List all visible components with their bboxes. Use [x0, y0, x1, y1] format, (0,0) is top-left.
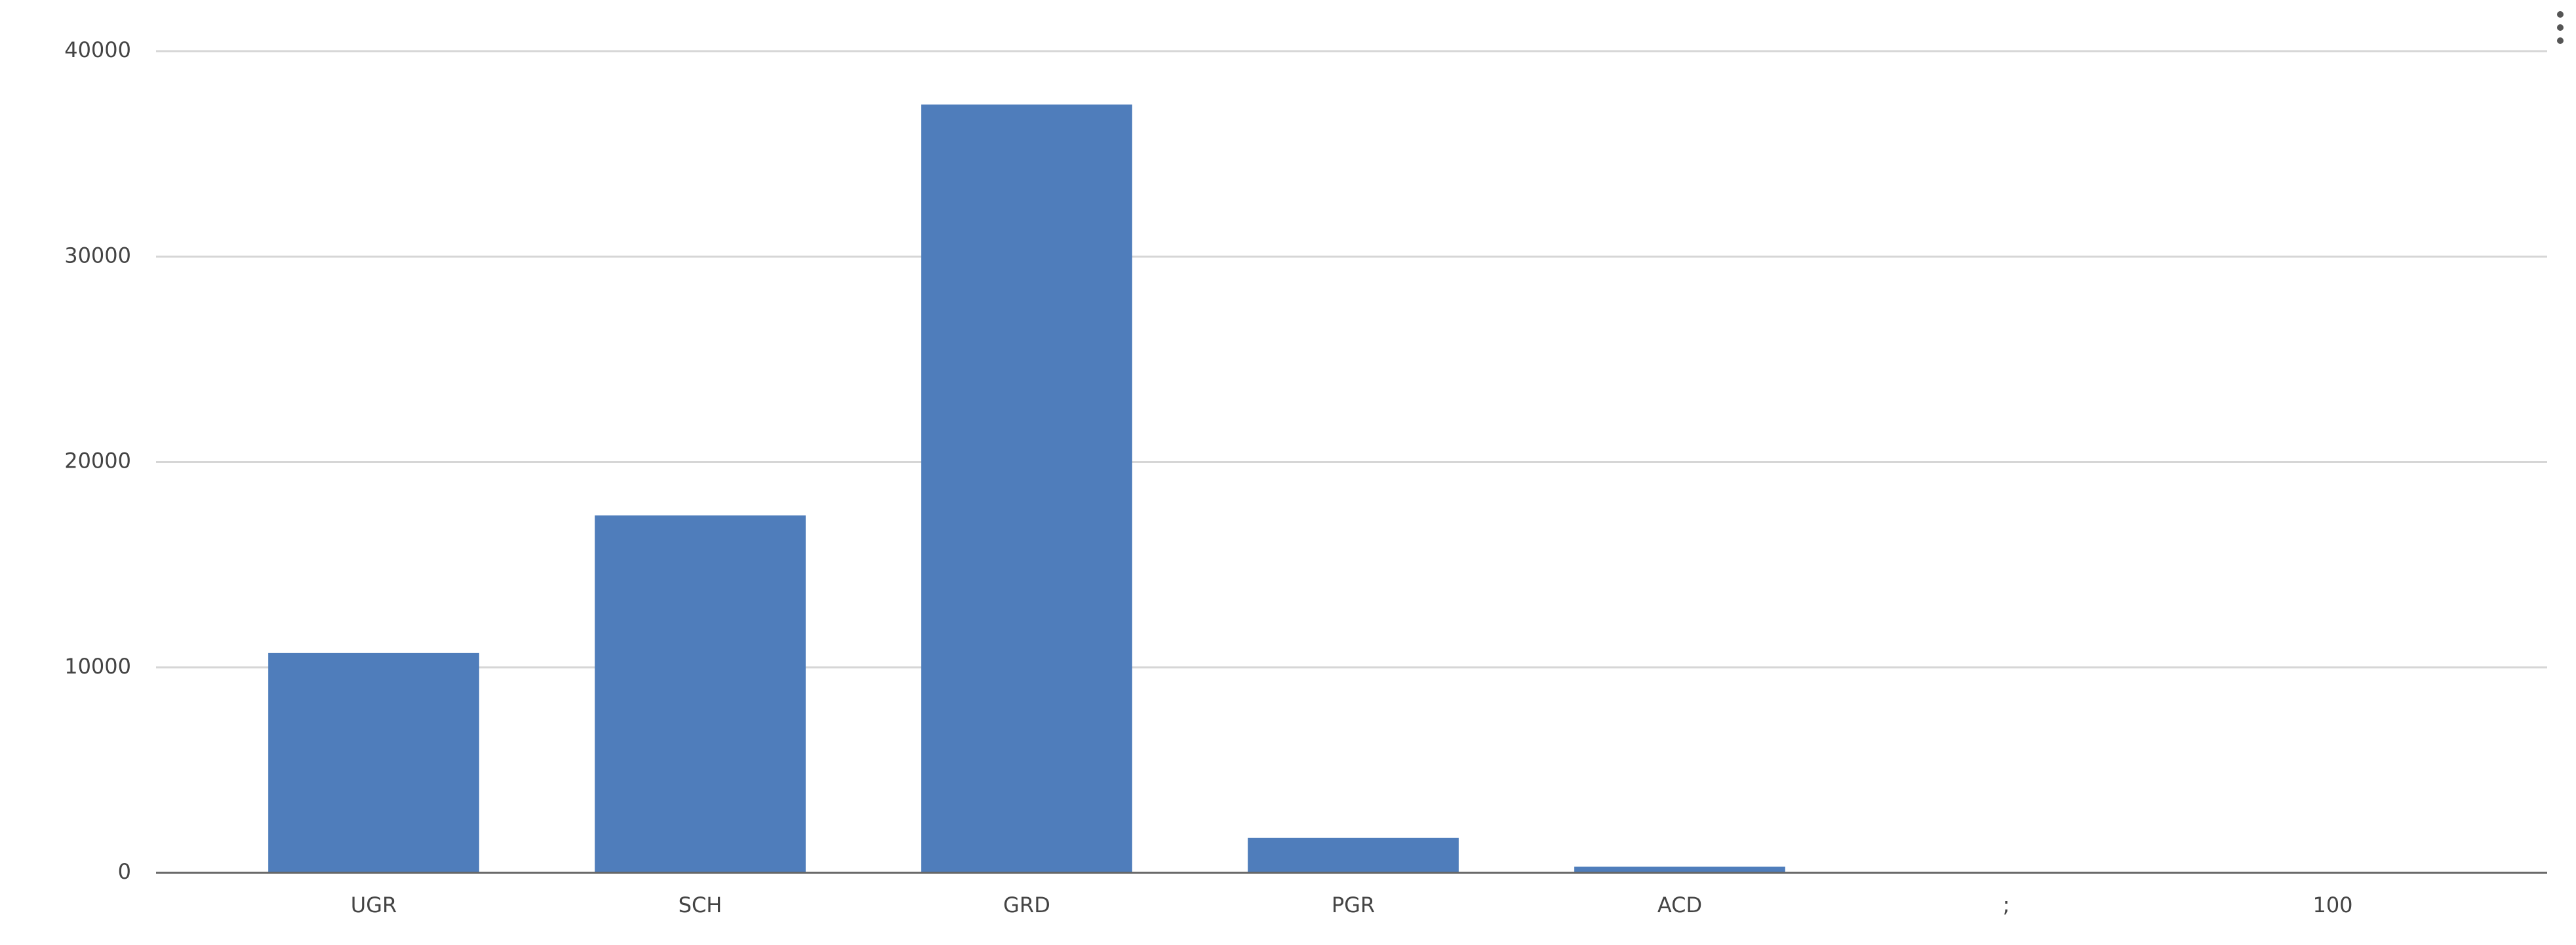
y-tick-label: 30000: [64, 243, 131, 268]
y-tick-label: 40000: [64, 37, 131, 62]
bar: [921, 104, 1132, 873]
bar: [268, 653, 479, 873]
x-tick-label: SCH: [679, 893, 723, 917]
x-tick-label: PGR: [1332, 893, 1375, 917]
menu-dot: [2557, 24, 2564, 31]
menu-dot: [2557, 11, 2564, 18]
x-tick-label: ACD: [1657, 893, 1702, 917]
menu-button[interactable]: [2557, 11, 2564, 44]
bar: [1248, 837, 1459, 873]
x-tick-label: ;: [2003, 893, 2010, 917]
x-tick-label: 100: [2312, 893, 2352, 917]
y-tick-label: 10000: [64, 654, 131, 679]
x-tick-label: UGR: [351, 893, 397, 917]
y-tick-label: 0: [118, 859, 131, 884]
bar: [595, 515, 806, 873]
bar: [1574, 866, 1785, 873]
x-tick-label: GRD: [1003, 893, 1050, 917]
y-tick-label: 20000: [64, 449, 131, 473]
menu-dot: [2557, 37, 2564, 44]
